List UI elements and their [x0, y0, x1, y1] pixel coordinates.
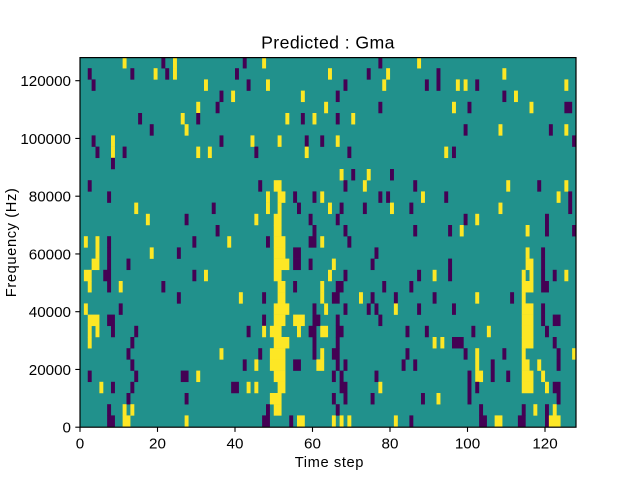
- svg-text:20000: 20000: [29, 362, 71, 379]
- svg-text:40000: 40000: [29, 304, 71, 321]
- svg-text:60000: 60000: [29, 246, 71, 263]
- svg-text:0: 0: [76, 435, 84, 452]
- svg-text:100: 100: [455, 435, 480, 452]
- svg-text:40: 40: [227, 435, 244, 452]
- svg-text:120: 120: [532, 435, 557, 452]
- svg-text:60: 60: [304, 435, 321, 452]
- svg-text:80000: 80000: [29, 189, 71, 206]
- svg-text:Frequency (Hz): Frequency (Hz): [4, 188, 20, 298]
- svg-text:20: 20: [149, 435, 166, 452]
- svg-text:0: 0: [63, 420, 71, 437]
- svg-text:100000: 100000: [20, 131, 71, 148]
- svg-text:Time step: Time step: [295, 455, 364, 471]
- svg-text:Predicted : Gma: Predicted : Gma: [261, 32, 395, 52]
- svg-text:80: 80: [382, 435, 399, 452]
- svg-text:120000: 120000: [20, 73, 71, 90]
